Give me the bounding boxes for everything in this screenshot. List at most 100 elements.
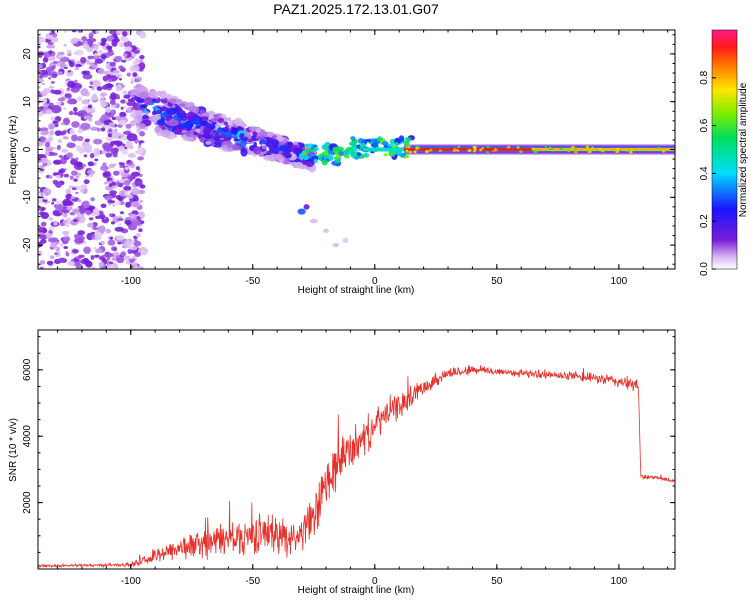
carrier-transition-blob	[333, 146, 344, 152]
spectrogram-noise-blob	[69, 128, 76, 136]
carrier-transition-blob	[386, 143, 394, 147]
spectrogram-noise-blob	[48, 134, 52, 137]
spectrogram-diagonal-blob	[238, 140, 247, 148]
spectrogram-noise-blob	[111, 67, 115, 71]
carrier-line-blob	[559, 147, 564, 150]
spectrogram-noise-blob	[40, 127, 49, 132]
spectrogram-noise-blob	[132, 198, 136, 202]
carrier-line-blob	[408, 150, 413, 154]
x-tick-label: 50	[491, 576, 503, 587]
spectrogram-noise-blob	[47, 136, 54, 142]
spectrogram-noise-blob	[48, 50, 53, 55]
spectrogram-noise-blob	[83, 40, 88, 44]
spectrogram-noise-blob	[85, 260, 93, 268]
spectrogram-noise-blob	[134, 252, 141, 257]
spectrogram-noise-blob	[135, 79, 140, 83]
x-tick-label: 0	[372, 276, 378, 287]
spectrogram-noise-blob	[50, 81, 55, 84]
spectrogram-diagonal-blob	[177, 110, 186, 114]
colorbar-tick-label: 0.2	[699, 214, 710, 228]
spectrogram-noise-blob	[77, 230, 85, 236]
spectrogram-noise-blob	[104, 181, 108, 185]
carrier-line-blob	[516, 146, 520, 149]
spectrogram-noise-blob	[74, 237, 85, 244]
spectrogram-noise-blob	[109, 236, 113, 240]
spectrogram-diagonal-blob	[156, 90, 163, 96]
spectrogram-noise-blob	[42, 88, 51, 94]
spectrogram-diagonal-blob	[254, 135, 261, 139]
spectrogram-noise-blob	[124, 219, 132, 225]
carrier-line-blob	[662, 150, 665, 153]
spectrogram-stray-blob	[332, 243, 340, 248]
spectrogram-noise-blob	[65, 188, 72, 195]
spectrogram-noise-blob	[135, 58, 140, 63]
spectrogram-noise-blob	[73, 107, 78, 112]
spectrogram-stray-blob	[309, 219, 318, 224]
spectrogram-noise-blob	[93, 147, 101, 157]
y-tick-label: 6000	[22, 358, 33, 381]
spectrogram-noise-blob	[38, 106, 44, 110]
spectrogram-noise-blob	[48, 77, 51, 80]
spectrogram-noise-blob	[39, 168, 44, 171]
carrier-transition-blob	[299, 152, 305, 160]
spectrogram-noise-blob	[125, 123, 132, 129]
spectrogram-noise-blob	[125, 201, 131, 208]
spectrogram-noise-blob	[97, 68, 105, 75]
spectrogram-noise-blob	[42, 188, 52, 196]
spectrogram-noise-blob	[65, 252, 70, 257]
spectrogram-noise-blob	[118, 78, 123, 81]
spectrogram-noise-blob	[75, 263, 83, 269]
spectrogram-noise-blob	[120, 99, 126, 104]
colorbar-tick-label: 0.6	[699, 118, 710, 132]
spectrogram-noise-blob	[133, 239, 138, 241]
spectrogram-noise-blob	[99, 240, 105, 245]
spectrogram-noise-blob	[104, 126, 110, 129]
carrier-transition-blob	[328, 154, 334, 161]
colorbar: 0.0 0.2 0.4 0.6 0.8 Normalized spectral ampl…	[699, 29, 749, 276]
spectrogram-diagonal-blob	[286, 147, 293, 153]
carrier-line-blob	[479, 148, 482, 152]
spectrogram-noise-blob	[52, 179, 59, 185]
spectrogram-noise-blob	[114, 36, 119, 40]
spectrogram-diagonal-blob	[287, 141, 293, 146]
spectrogram-noise-blob	[77, 129, 83, 134]
spectrogram-noise-blob	[108, 79, 112, 83]
spectrogram-noise-blob	[38, 98, 41, 102]
spectrogram-noise-blob	[62, 219, 69, 224]
spectrogram-noise-blob	[89, 38, 97, 43]
y-tick-label: -20	[22, 237, 33, 252]
spectrogram-noise-blob	[105, 106, 112, 113]
spectrogram-noise-blob	[52, 89, 62, 95]
colorbar-gradient	[711, 29, 738, 270]
spectrogram-noise-blob	[138, 62, 146, 70]
spectrogram-marks	[38, 30, 675, 269]
spectrogram-noise-blob	[117, 217, 124, 222]
spectrogram-noise-blob	[40, 221, 47, 227]
spectrogram-diagonal-blob	[217, 117, 225, 124]
spectrogram-noise-blob	[108, 264, 116, 269]
spectrogram-noise-blob	[100, 54, 107, 60]
carrier-line-blob	[452, 150, 456, 152]
spectrogram-noise-blob	[124, 46, 133, 52]
spectrogram-noise-blob	[68, 110, 74, 116]
colorbar-tick-label: 0.0	[699, 262, 710, 276]
carrier-transition-blob	[357, 138, 364, 144]
spectrogram-noise-blob	[131, 53, 137, 57]
spectrogram-noise-blob	[96, 127, 101, 132]
carrier-transition-blob	[356, 152, 362, 157]
spectrogram-noise-blob	[52, 65, 56, 68]
spectrogram-diagonal-blob	[161, 99, 167, 104]
carrier-line-blob	[587, 151, 592, 154]
spectrogram-noise-blob	[83, 143, 93, 153]
spectrogram-diagonal-blob	[268, 144, 278, 152]
spectrogram-noise-blob	[62, 230, 70, 235]
spectrogram-noise-blob	[39, 234, 48, 240]
carrier-line-blob	[549, 147, 554, 151]
spectrogram-noise-blob	[115, 235, 125, 241]
spectrogram-noise-blob	[137, 144, 142, 149]
x-tick-label: -100	[121, 576, 141, 587]
carrier-line-blob	[573, 148, 577, 151]
carrier-transition-blob	[351, 139, 358, 143]
spectrogram-noise-blob	[113, 69, 120, 74]
